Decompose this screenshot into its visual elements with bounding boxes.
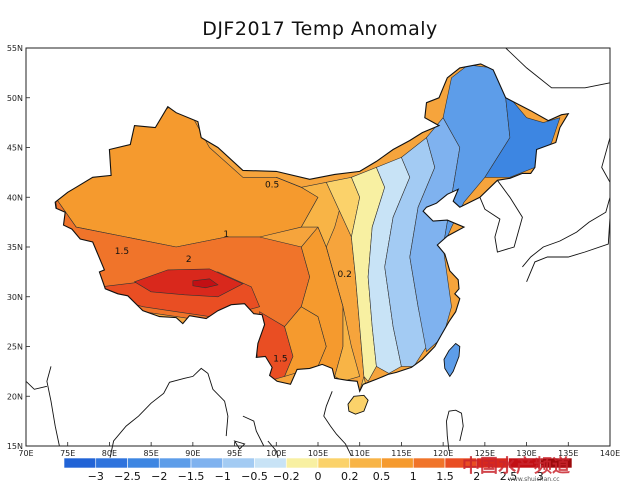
colorbar-label: 3	[537, 470, 544, 483]
latitude-ticks: 15N 20N 25N 30N 35N 40N 45N 50N 55N	[7, 44, 30, 451]
colorbar-label: 2.5	[500, 470, 518, 483]
colorbar-label: −0.5	[241, 470, 268, 483]
latitude-tick-label: 40N	[7, 193, 23, 202]
latitude-tick-label: 50N	[7, 94, 23, 103]
china-border	[54, 63, 570, 415]
longitude-tick-label: 130E	[516, 449, 536, 458]
anomaly-region	[133, 268, 244, 298]
coastline	[323, 391, 352, 457]
colorbar-label: −0.2	[273, 470, 300, 483]
contour-labels: 0.5 1 1.5 2 0.2 1.5	[115, 180, 352, 364]
coastline	[522, 197, 611, 268]
latitude-tick-label: 45N	[7, 144, 23, 153]
longitude-tick-label: 90E	[185, 449, 200, 458]
longitude-tick-label: 75E	[60, 449, 75, 458]
latitude-tick-label: 35N	[7, 243, 23, 252]
longitude-tick-label: 120E	[433, 449, 453, 458]
colorbar: −3 −2.5 −2 −1.5 −1 −0.5 −0.2 0 0.2 0.5 1 1.5 2 2.5 3	[63, 457, 573, 483]
longitude-tick-label: 110E	[350, 449, 370, 458]
map-title: DJF2017 Temp Anomaly	[202, 18, 438, 40]
coastline	[267, 440, 280, 462]
colorbar-label: −3	[88, 470, 104, 483]
coastline	[108, 367, 229, 461]
colorbar-label: 2	[473, 470, 480, 483]
longitude-tick-label: 105E	[308, 449, 328, 458]
longitude-tick-label: 80E	[102, 449, 117, 458]
colorbar-segment	[190, 457, 224, 469]
colorbar-label: 0.5	[373, 470, 391, 483]
watermark-url: www.shuichan.cc	[508, 476, 560, 483]
longitude-tick-label: 100E	[266, 449, 286, 458]
colorbar-segment	[222, 457, 255, 469]
longitude-ticks: 70E 75E 80E 85E 90E 95E 100E 105E 110E 115E 120E 12…	[18, 442, 620, 458]
contour-label: 1.5	[115, 247, 129, 257]
latitude-tick-label: 30N	[7, 293, 23, 302]
coastline	[601, 137, 611, 183]
colorbar-segment	[285, 457, 319, 469]
contour-label: 1	[223, 230, 229, 240]
taiwan-island	[443, 342, 461, 378]
latitude-tick-label: 25N	[7, 343, 23, 352]
longitude-tick-label: 85E	[144, 449, 159, 458]
hainan-island	[347, 394, 369, 415]
coastline	[479, 180, 523, 253]
colorbar-label: −2	[151, 470, 167, 483]
colorbar-segment	[254, 457, 287, 469]
colorbar-label: 1	[410, 470, 417, 483]
colorbar-segment	[158, 457, 192, 469]
colorbar-segment	[317, 457, 351, 469]
latitude-tick-label: 55N	[7, 44, 23, 53]
colorbar-segment	[349, 457, 382, 469]
contour-label: 0.5	[265, 180, 279, 190]
colorbar-label: 0	[315, 470, 322, 483]
coastline	[526, 217, 611, 282]
colorbar-segment	[539, 457, 573, 469]
contour-label: 0.2	[338, 270, 352, 280]
contour-label: 1.5	[273, 354, 287, 364]
anomaly-region	[192, 278, 219, 289]
watermark-logo: 中国水产频道	[462, 456, 570, 477]
longitude-tick-label: 135E	[558, 449, 578, 458]
contour-label: 2	[186, 255, 192, 265]
latitude-tick-label: 15N	[7, 442, 23, 451]
colorbar-segment	[127, 457, 160, 469]
longitude-tick-label: 95E	[227, 449, 242, 458]
colorbar-segment	[412, 457, 446, 469]
longitude-tick-label: 115E	[391, 449, 411, 458]
longitude-tick-label: 140E	[600, 449, 620, 458]
colorbar-segment	[95, 457, 128, 469]
latitude-tick-label: 20N	[7, 392, 23, 401]
colorbar-label: −1	[215, 470, 231, 483]
colorbar-segment	[381, 457, 414, 469]
coastline	[505, 47, 611, 89]
colorbar-label: 0.2	[341, 470, 359, 483]
coastline	[446, 409, 464, 452]
colorbar-segment	[63, 457, 97, 469]
colorbar-label: −2.5	[114, 470, 141, 483]
longitude-tick-label: 70E	[18, 449, 33, 458]
coastline	[25, 380, 48, 390]
colorbar-label: −1.5	[178, 470, 205, 483]
coastline	[242, 415, 265, 447]
longitude-tick-label: 125E	[475, 449, 495, 458]
coastline	[46, 366, 60, 447]
colorbar-label: 1.5	[436, 470, 454, 483]
